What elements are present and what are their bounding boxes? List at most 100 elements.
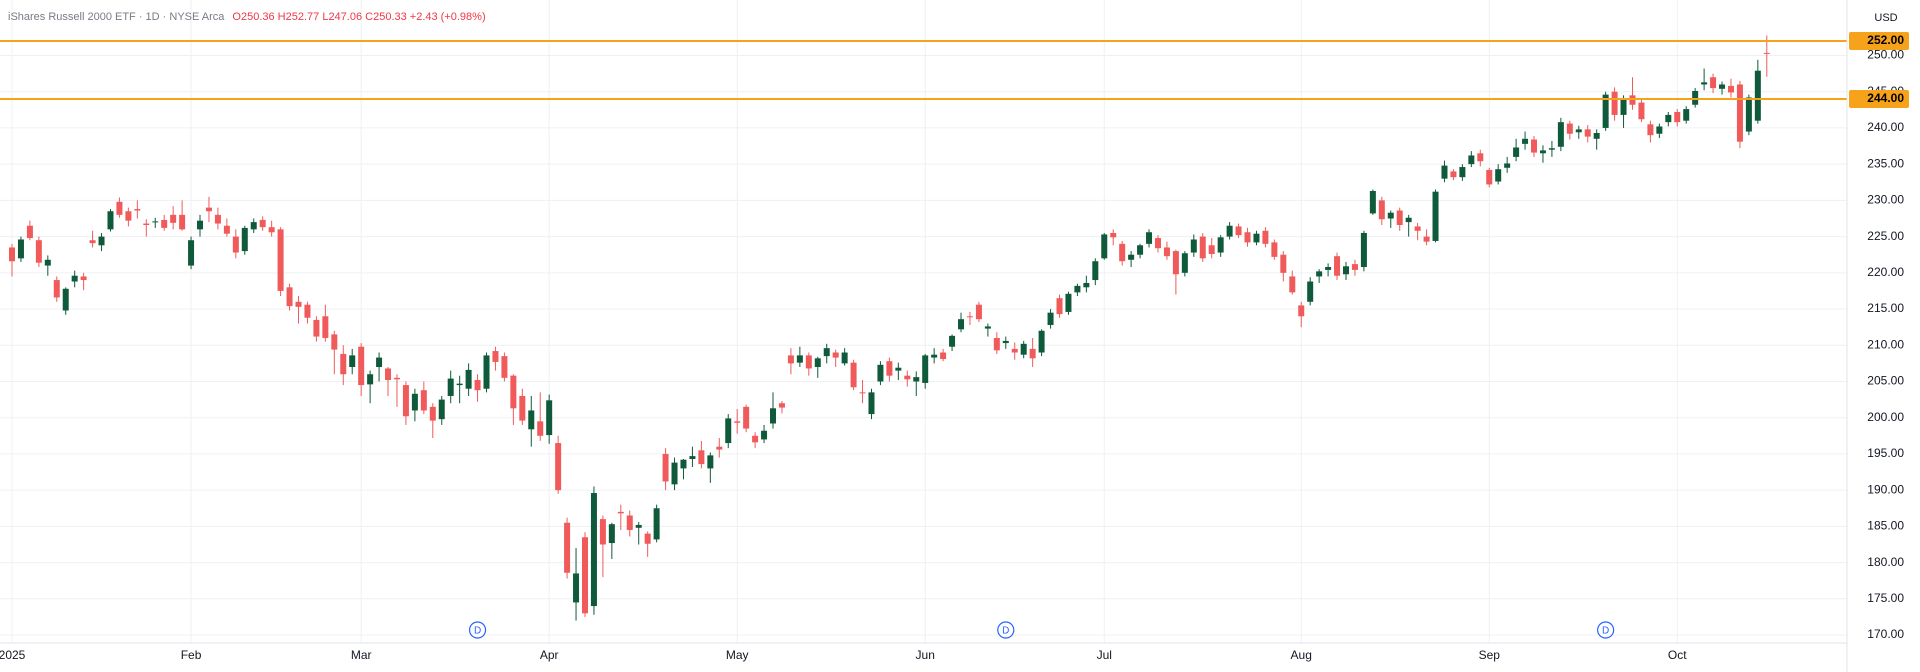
x-tick-label: Sep [1479, 648, 1501, 662]
candle-body [376, 357, 383, 367]
candle-body [1459, 167, 1466, 178]
candle-body [1065, 293, 1072, 312]
candle-body [1486, 169, 1493, 185]
candle-body [1450, 171, 1457, 178]
candle-body [931, 354, 938, 358]
candle-body [895, 367, 902, 371]
candle-body [241, 227, 248, 252]
candle-body [438, 399, 445, 420]
candle-body [564, 522, 571, 573]
x-tick-label: Apr [540, 648, 559, 662]
candle-body [743, 406, 750, 429]
candle-body [80, 276, 87, 281]
candle-body [1172, 251, 1179, 275]
candle-body [1548, 148, 1555, 150]
candle-body [1217, 237, 1224, 253]
candle-body [501, 356, 508, 378]
candle-body [966, 316, 973, 318]
candle-body [626, 515, 633, 530]
y-tick-label: 180.00 [1867, 555, 1904, 569]
candle-body [555, 443, 562, 491]
candle-body [868, 392, 875, 415]
candle-body [1163, 247, 1170, 257]
y-tick-label: 220.00 [1867, 265, 1904, 279]
candle-body [259, 219, 266, 228]
grid [0, 0, 1847, 643]
candle-body [35, 240, 42, 263]
candle-body [1092, 261, 1099, 281]
candle-body [662, 453, 669, 482]
candle-body [322, 316, 329, 339]
y-tick-label: 250.00 [1867, 48, 1904, 62]
y-tick-label: 210.00 [1867, 337, 1904, 351]
candle-body [1154, 238, 1161, 249]
price-label: 252.00 [1867, 33, 1904, 47]
candle-body [411, 393, 418, 411]
candle-body [1083, 282, 1090, 288]
candle-body [1629, 95, 1636, 105]
dividend-marker-label: D [474, 626, 481, 637]
candle-body [1620, 98, 1627, 115]
candle-body [286, 287, 293, 307]
candle-body [698, 450, 705, 465]
candle-body [1199, 236, 1206, 259]
candle-body [1244, 232, 1251, 243]
candle-body [1208, 245, 1215, 254]
candle-body [1011, 348, 1018, 353]
candle-body [188, 240, 195, 266]
candle-body [358, 346, 365, 386]
candle-body [304, 304, 311, 318]
candle-body [179, 214, 186, 230]
y-tick-label: 200.00 [1867, 410, 1904, 424]
candle-body [1593, 133, 1600, 139]
candle-body [1414, 226, 1421, 231]
x-tick-label: Jul [1097, 648, 1112, 662]
candle-body [89, 240, 96, 244]
candle-body [680, 459, 687, 469]
candle-body [385, 368, 392, 381]
dividend-marker-label: D [1602, 626, 1609, 637]
candle-body [116, 201, 123, 215]
candle-body [850, 362, 857, 388]
dividend-marker-label: D [1002, 626, 1009, 637]
candle-body [644, 533, 651, 544]
candle-body [1495, 169, 1502, 182]
candle-body [984, 326, 991, 329]
candle-body [1736, 84, 1743, 142]
candle-body [1020, 343, 1027, 355]
candle-body [707, 455, 714, 469]
candle-body [1745, 97, 1752, 132]
candle-body [841, 352, 848, 364]
candle-body [1754, 70, 1761, 121]
candle-body [635, 524, 642, 528]
candle-body [1298, 305, 1305, 317]
y-tick-label: 195.00 [1867, 446, 1904, 460]
candle-body [1110, 232, 1117, 238]
candle-body [1289, 276, 1296, 293]
candle-body [1477, 153, 1484, 162]
y-tick-label: 240.00 [1867, 120, 1904, 134]
candle-body [1647, 124, 1654, 136]
candle-body [1405, 217, 1412, 223]
candle-body [143, 223, 150, 226]
y-tick-label: 235.00 [1867, 156, 1904, 170]
candle-body [107, 211, 114, 230]
candle-body [949, 335, 956, 347]
plot-area [0, 35, 1847, 621]
y-tick-label: 170.00 [1867, 627, 1904, 641]
candle-body [1432, 191, 1439, 241]
candle-body [913, 377, 920, 382]
candle-body [456, 383, 463, 386]
y-tick-label: 175.00 [1867, 591, 1904, 605]
candle-body [546, 400, 553, 436]
x-tick-label: Jun [916, 648, 935, 662]
candle-body [510, 375, 517, 409]
candle-body [1387, 212, 1394, 219]
candle-body [1378, 200, 1385, 220]
candle-body [1513, 147, 1520, 157]
candle-body [1056, 298, 1063, 315]
candle-body [716, 446, 723, 450]
candle-body [1602, 94, 1609, 128]
candle-body [393, 377, 400, 380]
candle-body [313, 319, 320, 337]
